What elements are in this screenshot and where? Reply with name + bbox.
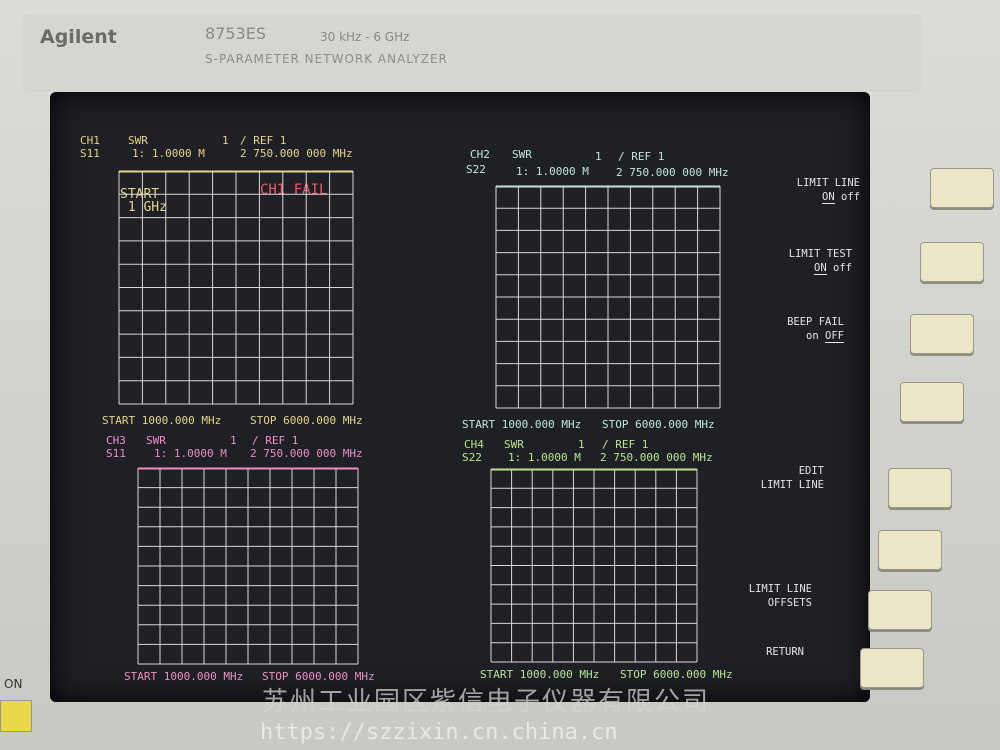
softkey-button-1[interactable] xyxy=(930,168,994,208)
softkey-button-4[interactable] xyxy=(900,382,964,422)
instrument-description: S-PARAMETER NETWORK ANALYZER xyxy=(205,52,448,66)
ch1-marker1: 1: 1.0000 M xyxy=(132,147,205,160)
ch4-scale: 1 xyxy=(578,438,585,451)
ch1-ref: / REF 1 xyxy=(240,134,287,147)
ch1-scale: 1 xyxy=(222,134,229,147)
ch2-param: S22 xyxy=(466,163,486,176)
watermark-company: 苏州工业园区紫信电子仪器有限公司 xyxy=(262,687,711,717)
ch1-marker2: 2 750.000 000 MHz xyxy=(240,147,353,160)
softkey-limit-line[interactable]: LIMIT LINE ON off xyxy=(796,177,860,204)
ch4-format: SWR xyxy=(504,438,524,451)
softkey-button-6[interactable] xyxy=(878,530,942,570)
ch1-format: SWR xyxy=(128,134,148,147)
ch4-start: START 1000.000 MHz xyxy=(480,668,600,681)
ch3-marker2: 2 750.000 000 MHz xyxy=(250,447,363,460)
softkey-edit-limit-line[interactable]: EDIT LIMIT LINE xyxy=(760,465,824,491)
softkey-button-3[interactable] xyxy=(910,314,974,354)
ch1-param: S11 xyxy=(80,147,100,160)
ch3-start: START 1000.000 MHz xyxy=(124,670,244,683)
frequency-range: 30 kHz - 6 GHz xyxy=(320,30,410,44)
ch3-scale: 1 xyxy=(230,434,237,447)
ch4-stop: STOP 6000.000 MHz xyxy=(620,668,733,681)
ch2-marker1: 1: 1.0000 M xyxy=(516,165,589,178)
model-number: 8753ES xyxy=(205,24,266,43)
ch1-fail-status: CH1 FAIL xyxy=(260,182,328,198)
ch1-stop: STOP 6000.000 MHz xyxy=(250,414,363,427)
ch3-grid xyxy=(137,467,359,665)
ch4-grid xyxy=(490,468,698,663)
ch2-format: SWR xyxy=(512,148,532,161)
ch2-label: CH2 xyxy=(470,148,490,161)
power-label: ON xyxy=(4,677,23,691)
ch4-ref: / REF 1 xyxy=(602,438,649,451)
ch3-param: S11 xyxy=(106,447,126,460)
ch2-grid xyxy=(495,185,721,409)
ch4-marker2: 2 750.000 000 MHz xyxy=(600,451,713,464)
ch2-start: START 1000.000 MHz xyxy=(462,418,582,431)
softkey-limit-line-offsets[interactable]: LIMIT LINE OFFSETS xyxy=(748,583,812,609)
softkey-limit-test[interactable]: LIMIT TEST ON off xyxy=(788,248,852,275)
ch3-ref: / REF 1 xyxy=(252,434,299,447)
ch3-marker1: 1: 1.0000 M xyxy=(154,447,227,460)
ch3-format: SWR xyxy=(146,434,166,447)
softkey-beep-fail[interactable]: BEEP FAIL on OFF xyxy=(787,316,844,343)
softkey-return[interactable]: RETURN xyxy=(766,646,804,658)
softkey-button-5[interactable] xyxy=(888,468,952,508)
softkey-button-7[interactable] xyxy=(868,590,932,630)
display-screen: CH1 SWR 1 / REF 1 S11 1: 1.0000 M 2 750.… xyxy=(50,92,870,702)
power-switch[interactable] xyxy=(0,700,32,732)
brand-logo: Agilent xyxy=(40,26,117,48)
ch3-label: CH3 xyxy=(106,434,126,447)
ch2-scale: 1 xyxy=(595,150,602,163)
instrument-header xyxy=(22,14,922,92)
softkey-button-8[interactable] xyxy=(860,648,924,688)
ch3-stop: STOP 6000.000 MHz xyxy=(262,670,375,683)
ch2-ref: / REF 1 xyxy=(618,150,665,163)
watermark-url: https://szzixin.cn.china.cn xyxy=(260,720,618,745)
ch2-marker2: 2 750.000 000 MHz xyxy=(616,166,729,179)
ch4-label: CH4 xyxy=(464,438,484,451)
ch4-marker1: 1: 1.0000 M xyxy=(508,451,581,464)
ch1-start: START 1000.000 MHz xyxy=(102,414,222,427)
softkey-button-2[interactable] xyxy=(920,242,984,282)
ch4-param: S22 xyxy=(462,451,482,464)
ch2-stop: STOP 6000.000 MHz xyxy=(602,418,715,431)
ch1-label: CH1 xyxy=(80,134,100,147)
ch1-grid xyxy=(118,170,354,405)
